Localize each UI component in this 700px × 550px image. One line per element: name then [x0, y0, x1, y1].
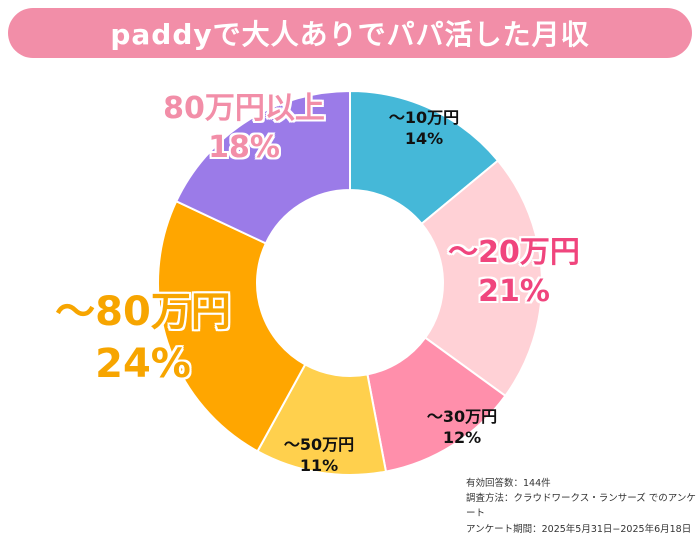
slice-name-5: 80万円以上 — [163, 91, 325, 126]
donut-slice-1 — [420, 159, 543, 398]
slice-pct-0: 14% — [404, 129, 444, 148]
slice-label-3: 〜50万円 11% — [284, 435, 354, 477]
chart-title: paddyで大人ありでパパ活した月収 — [110, 18, 590, 51]
slice-label-1: 〜20万円 21% — [448, 233, 580, 311]
slice-name-4: 〜80万円 — [55, 289, 231, 335]
slice-pct-4: 24% — [95, 341, 191, 387]
slice-label-4: 〜80万円 24% — [55, 286, 231, 390]
slice-label-0: 〜10万円 14% — [389, 108, 459, 150]
slice-name-2: 〜30万円 — [426, 407, 498, 427]
slice-pct-2: 12% — [442, 428, 482, 447]
slice-pct-1: 21% — [478, 274, 550, 309]
slice-pct-3: 11% — [299, 456, 339, 475]
slice-label-5: 80万円以上 18% — [163, 89, 325, 167]
title-bar: paddyで大人ありでパパ活した月収 — [8, 8, 692, 58]
donut-slice-5 — [174, 89, 351, 245]
slice-name-0: 〜10万円 — [388, 108, 460, 128]
survey-notes: 有効回答数：144件 調査方法：クラウドワークス・ランサーズ でのアンケート ア… — [466, 476, 700, 537]
donut-slice-4 — [157, 199, 307, 453]
slice-label-2: 〜30万円 12% — [427, 407, 497, 449]
note-period: アンケート期間：2025年5月31日−2025年6月18日 — [466, 523, 692, 535]
slice-name-1: 〜20万円 — [448, 235, 580, 270]
slice-pct-5: 18% — [208, 130, 280, 165]
slice-name-3: 〜50万円 — [283, 435, 355, 455]
note-method: 調査方法：クラウドワークス・ランサーズ でのアンケート — [466, 493, 696, 520]
note-responses: 有効回答数：144件 — [466, 478, 551, 489]
